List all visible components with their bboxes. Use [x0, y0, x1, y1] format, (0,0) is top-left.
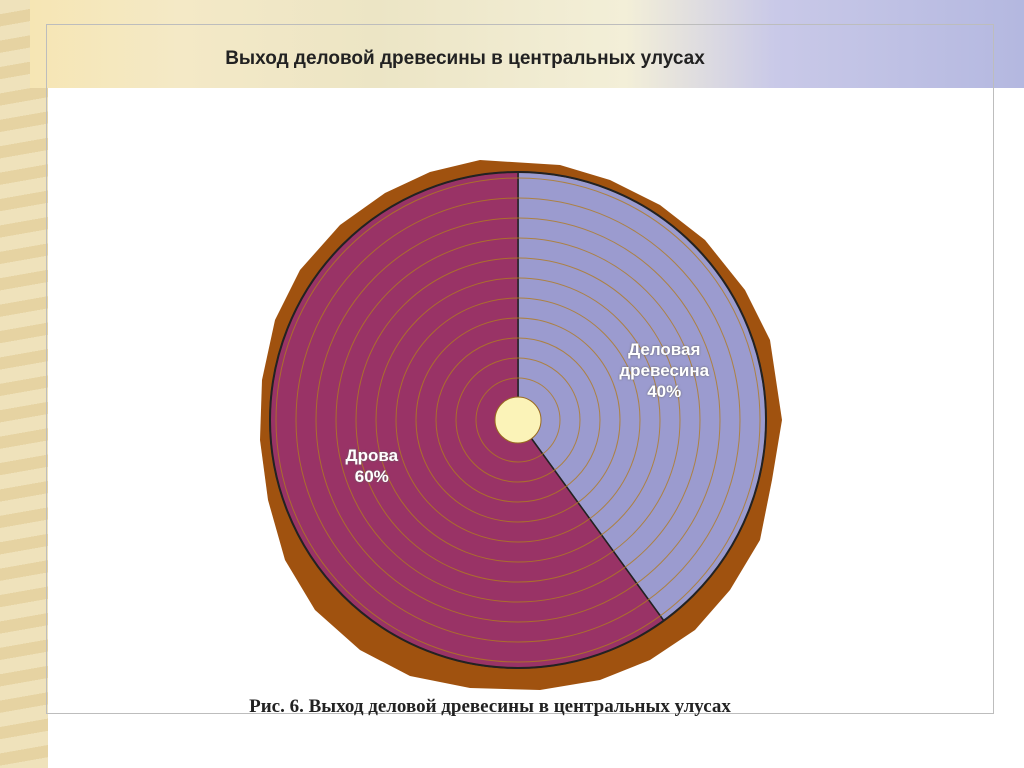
- pie-outline: [269, 171, 767, 669]
- chart-title: Выход деловой древесины в центральных ул…: [225, 48, 705, 69]
- tree-ring: [295, 197, 741, 643]
- tree-ring: [475, 377, 561, 463]
- parchment-strip: [0, 0, 48, 768]
- log-core: [494, 396, 542, 444]
- tree-ring: [395, 297, 641, 543]
- tree-ring: [335, 237, 701, 603]
- banner: [30, 0, 1024, 88]
- slice-label: Деловая древесина: [619, 340, 710, 381]
- tree-ring: [415, 317, 621, 523]
- tree-ring: [375, 277, 661, 563]
- tree-ring: [435, 337, 601, 503]
- frame: [46, 24, 994, 714]
- value-label: 40%: [647, 382, 682, 402]
- slice-label: Дрова: [345, 446, 399, 465]
- tree-ring: [275, 177, 761, 663]
- caption: Рис. 6. Выход деловой древесины в центра…: [249, 696, 731, 717]
- tree-ring: [355, 257, 681, 583]
- tree-ring: [455, 357, 581, 483]
- tree-ring: [315, 217, 721, 623]
- value-label: 60%: [354, 467, 389, 486]
